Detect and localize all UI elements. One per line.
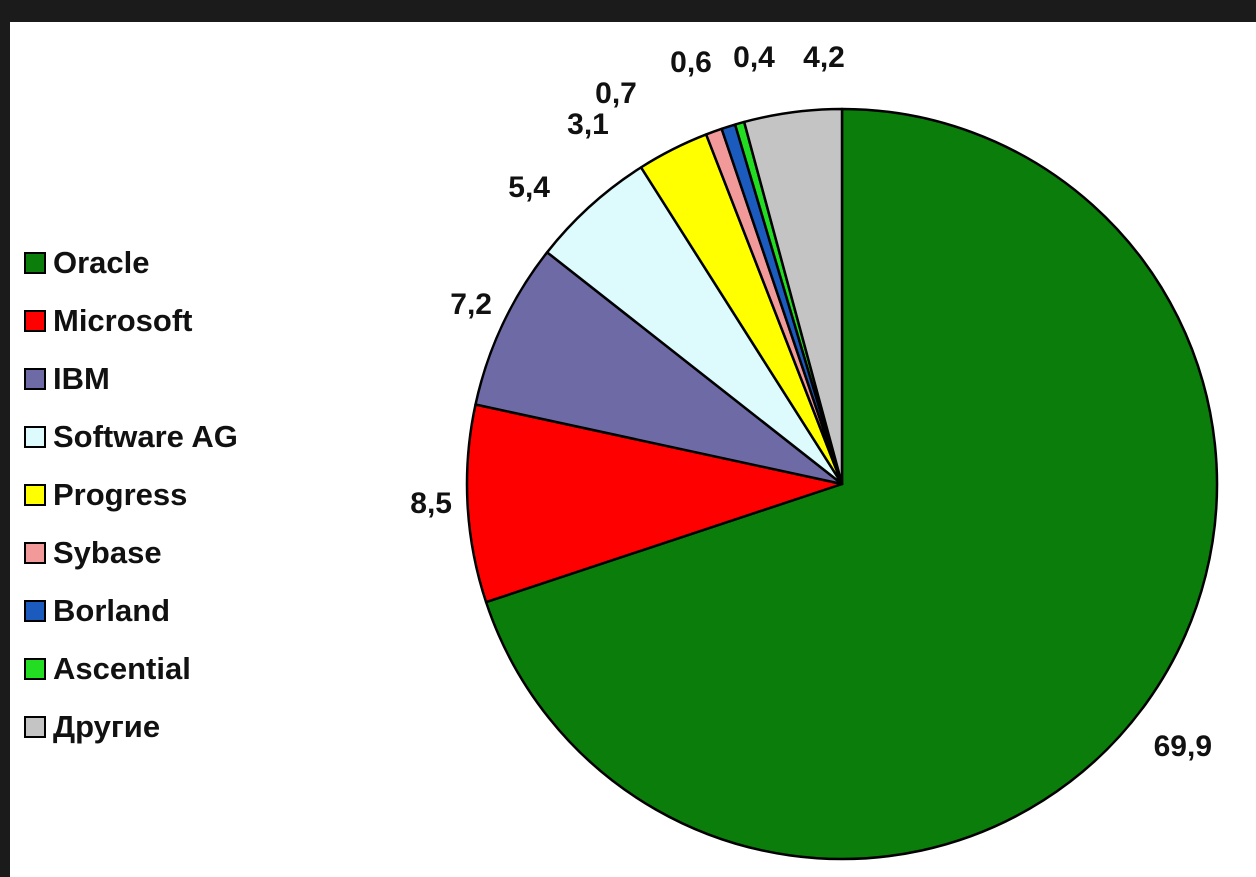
legend-label-other: Другие	[53, 709, 161, 744]
legend-item-software-ag: Software AG	[24, 408, 238, 466]
legend-label-oracle: Oracle	[53, 245, 150, 280]
data-label-borland: 0,6	[670, 46, 712, 79]
legend-swatch-ibm	[24, 368, 46, 390]
chart-legend: Oracle Microsoft IBM Software AG Progres…	[24, 234, 238, 756]
legend-item-borland: Borland	[24, 582, 238, 640]
legend-swatch-software-ag	[24, 426, 46, 448]
data-label-ibm: 7,2	[450, 288, 492, 321]
legend-item-progress: Progress	[24, 466, 238, 524]
legend-item-ascential: Ascential	[24, 640, 238, 698]
legend-label-software-ag: Software AG	[53, 419, 238, 454]
legend-label-ibm: IBM	[53, 361, 110, 396]
legend-swatch-oracle	[24, 252, 46, 274]
legend-label-progress: Progress	[53, 477, 188, 512]
data-label-microsoft: 8,5	[410, 487, 452, 520]
legend-item-ibm: IBM	[24, 350, 238, 408]
legend-item-other: Другие	[24, 698, 238, 756]
legend-swatch-sybase	[24, 542, 46, 564]
data-label-software-ag: 5,4	[508, 171, 550, 204]
legend-label-microsoft: Microsoft	[53, 303, 193, 338]
pie-slice-oracle	[484, 107, 1219, 861]
data-label-oracle: 69,9	[1154, 730, 1212, 763]
data-label-ascential: 0,4	[733, 41, 775, 74]
legend-swatch-microsoft	[24, 310, 46, 332]
legend-item-microsoft: Microsoft	[24, 292, 238, 350]
legend-item-sybase: Sybase	[24, 524, 238, 582]
legend-item-oracle: Oracle	[24, 234, 238, 292]
legend-label-sybase: Sybase	[53, 535, 162, 570]
data-label-progress: 3,1	[567, 108, 609, 141]
legend-label-ascential: Ascential	[53, 651, 191, 686]
pie-slice-ibm	[474, 251, 844, 486]
legend-swatch-ascential	[24, 658, 46, 680]
data-label-other: 4,2	[803, 41, 845, 74]
legend-swatch-progress	[24, 484, 46, 506]
legend-swatch-other	[24, 716, 46, 738]
pie-slice-other	[742, 107, 844, 486]
pie-slice-microsoft	[465, 403, 844, 604]
legend-label-borland: Borland	[53, 593, 171, 628]
legend-swatch-borland	[24, 600, 46, 622]
data-label-sybase: 0,7	[595, 77, 637, 110]
